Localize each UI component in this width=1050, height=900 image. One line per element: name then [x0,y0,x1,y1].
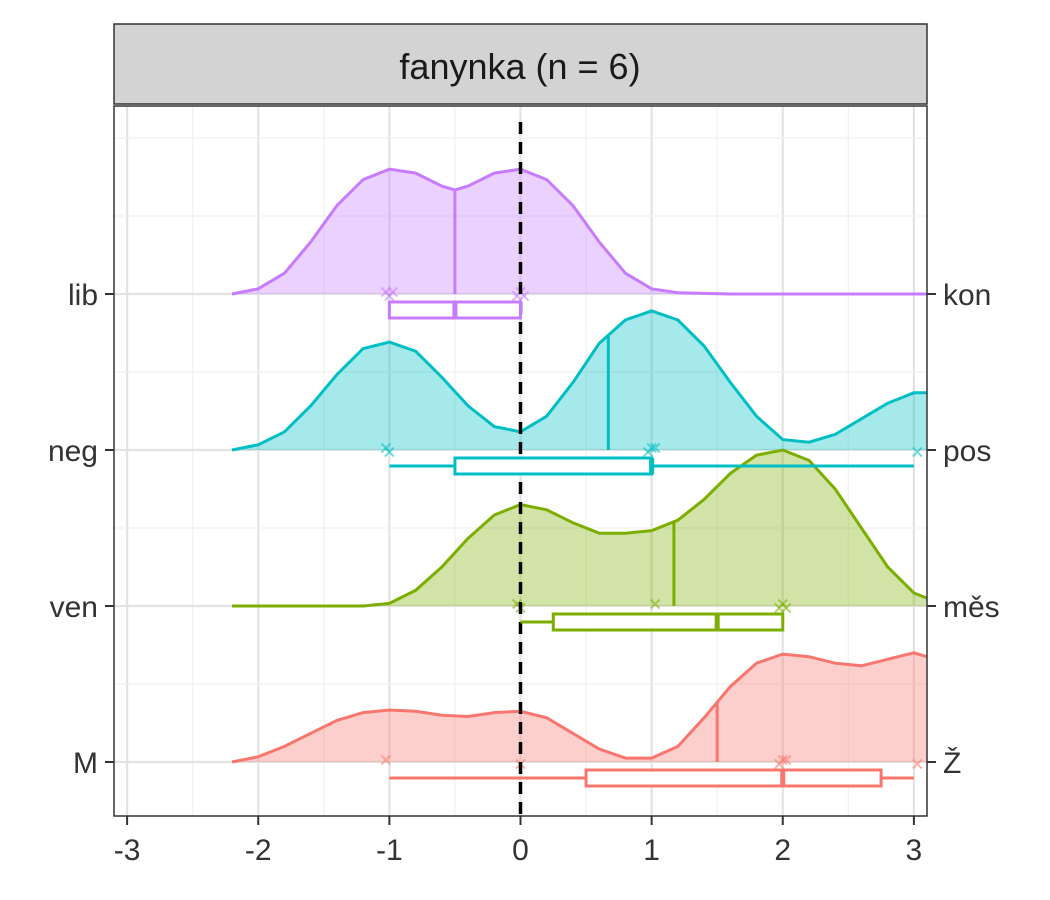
data-point [384,446,395,458]
x-tick-label: 0 [512,834,529,867]
x-tick-label: -1 [376,834,403,867]
data-point [649,598,661,610]
density-line [231,309,927,452]
density-ridges [231,167,928,770]
data-point [646,442,657,454]
x-axis: -3 -2 -1 0 1 2 3 [114,816,922,867]
x-tick-label: 3 [906,834,923,867]
density-area [232,310,927,450]
data-point [912,446,923,458]
facet-strip: fanynka (n = 6) [113,23,928,105]
y-tick-label-left: ven [50,591,98,624]
x-tick-label: -2 [245,834,272,867]
y-tick-label-left: neg [48,435,98,468]
density-line [231,167,927,296]
x-tick-label: 2 [774,834,791,867]
data-point [777,754,788,766]
y-tick-label-right: pos [943,435,991,468]
y-tick-label-left: lib [68,279,98,312]
y-tick-label-right: Ž [943,747,961,780]
density-area [232,169,927,294]
density-line [232,448,928,608]
y-axis-right: kon pos měs Ž [927,279,1000,780]
y-axis-left: lib neg ven M [48,279,114,780]
data-point [380,754,392,766]
data-point [781,754,792,766]
data-point [912,758,923,770]
data-point [387,286,399,298]
facet-title: fanynka (n = 6) [399,46,640,87]
density-area [232,450,927,606]
x-tick-label: 1 [643,834,660,867]
data-point [781,602,792,614]
box-iqr [584,768,883,788]
y-tick-label-right: měs [943,591,1000,624]
y-tick-label-left: M [73,747,98,780]
boxplots [387,300,914,788]
data-point [649,442,661,454]
box-iqr [453,456,654,476]
density-line [231,651,928,764]
facet-strip-background [113,23,928,105]
y-tick-label-right: kon [943,279,991,312]
density-area [232,652,927,762]
x-tick-label: -3 [114,834,141,867]
box-iqr [551,612,785,632]
